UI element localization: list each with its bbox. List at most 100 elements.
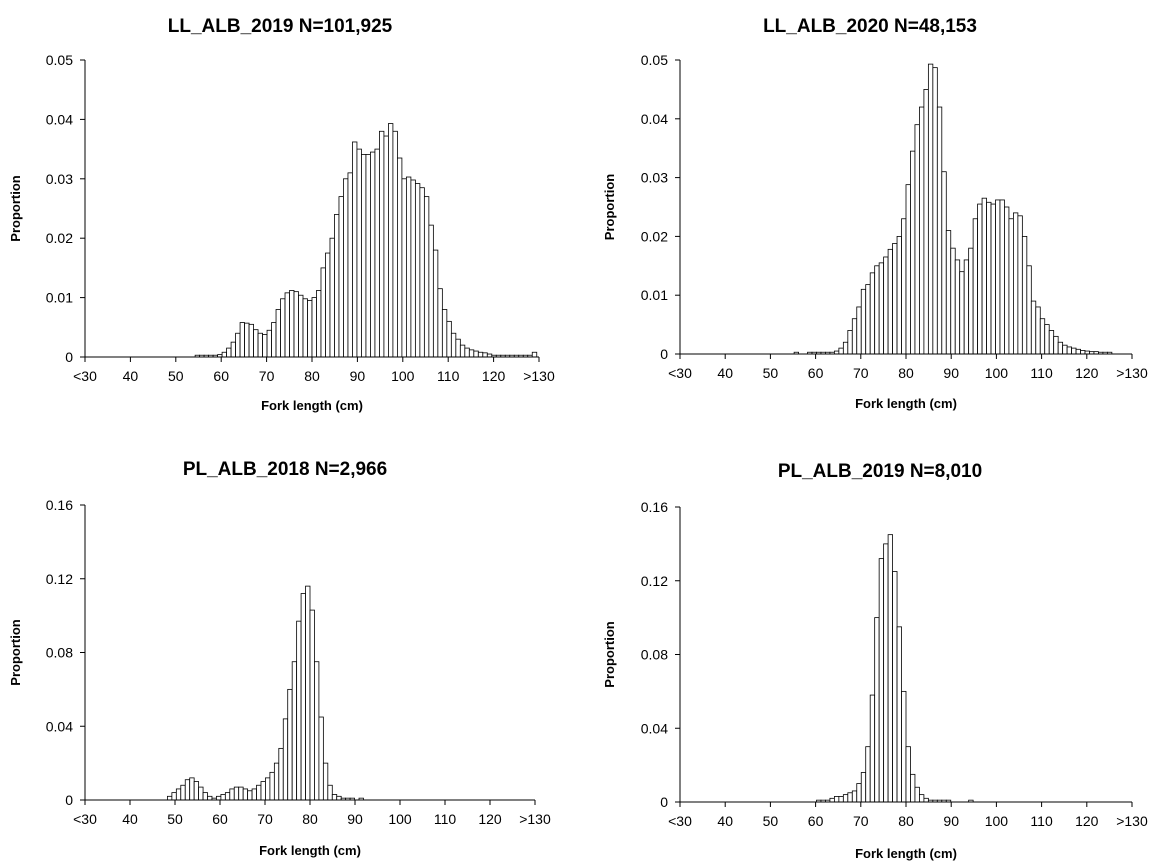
bar xyxy=(1048,330,1055,355)
bar xyxy=(883,256,889,355)
bar xyxy=(343,178,349,358)
bar xyxy=(293,291,299,358)
bar xyxy=(239,322,245,358)
bar xyxy=(865,284,871,355)
bar xyxy=(401,178,407,358)
bar xyxy=(914,124,920,355)
bar xyxy=(318,716,324,801)
x-tick-label: 50 xyxy=(763,365,779,381)
x-tick-label: >130 xyxy=(1116,365,1148,381)
y-tick-label: 0.02 xyxy=(641,228,668,244)
x-tick-label: 70 xyxy=(257,811,273,827)
chart-title: LL_ALB_2019 N=101,925 xyxy=(168,16,393,37)
bar xyxy=(356,148,362,358)
bar xyxy=(388,123,394,358)
bar xyxy=(365,154,371,358)
bar xyxy=(284,292,290,358)
bar xyxy=(833,796,840,803)
bar xyxy=(193,781,200,801)
bar xyxy=(275,309,281,358)
bar xyxy=(230,341,236,358)
bar xyxy=(977,203,983,355)
bar xyxy=(229,788,235,801)
bar xyxy=(905,184,911,355)
bar xyxy=(1080,350,1086,355)
bar xyxy=(336,795,342,801)
bar xyxy=(419,187,425,358)
bar xyxy=(986,201,992,355)
bar xyxy=(878,262,885,355)
bar xyxy=(167,795,173,801)
bar xyxy=(273,762,280,801)
bar xyxy=(450,332,457,358)
y-tick-label: 0.08 xyxy=(641,647,668,663)
bar xyxy=(180,784,186,801)
bar xyxy=(262,334,268,358)
bar xyxy=(905,746,911,803)
bar xyxy=(271,322,277,358)
bar xyxy=(235,332,241,358)
bar xyxy=(896,626,902,803)
y-tick-label: 0.05 xyxy=(46,52,73,68)
bar xyxy=(392,130,398,358)
bar xyxy=(901,690,907,803)
bar xyxy=(892,243,898,355)
x-tick-label: 40 xyxy=(122,811,138,827)
x-tick-label: <30 xyxy=(73,811,97,827)
bar xyxy=(869,694,876,803)
y-tick-label: 0.04 xyxy=(641,720,668,736)
y-axis-label: Proportion xyxy=(8,619,23,685)
bar xyxy=(838,347,844,355)
bar xyxy=(282,718,289,801)
x-tick-label: 40 xyxy=(717,813,733,829)
bar xyxy=(842,341,849,355)
bar xyxy=(459,344,466,358)
bar xyxy=(910,773,916,803)
bar xyxy=(887,534,893,803)
bar xyxy=(910,150,916,355)
bar xyxy=(919,106,925,355)
y-tick-label: 0.16 xyxy=(641,499,668,515)
bar xyxy=(220,794,226,801)
chart-title: LL_ALB_2020 N=48,153 xyxy=(763,16,977,37)
bar xyxy=(878,558,885,803)
x-tick-label: <30 xyxy=(668,365,692,381)
bar xyxy=(171,792,177,801)
y-axis-label: Proportion xyxy=(602,174,617,240)
x-tick-label: 60 xyxy=(808,813,824,829)
bar xyxy=(266,329,272,358)
x-tick-label: 120 xyxy=(482,368,506,384)
bar xyxy=(352,141,358,358)
bar xyxy=(327,784,333,801)
bar xyxy=(851,790,858,803)
x-tick-label: 100 xyxy=(388,811,412,827)
x-tick-label: <30 xyxy=(73,368,97,384)
bar xyxy=(320,267,326,358)
x-tick-label: 50 xyxy=(763,813,779,829)
bar xyxy=(932,67,938,355)
bar xyxy=(226,347,232,358)
x-tick-label: 100 xyxy=(391,368,415,384)
bar xyxy=(316,290,322,358)
x-axis-label: Fork length (cm) xyxy=(259,843,361,858)
x-tick-label: 70 xyxy=(853,813,869,829)
bar xyxy=(1013,212,1019,355)
bar xyxy=(233,786,240,801)
bar xyxy=(207,795,213,801)
bar xyxy=(184,779,191,801)
bar xyxy=(869,272,876,355)
bar xyxy=(473,350,479,358)
bar xyxy=(437,288,443,358)
y-axis-label: Proportion xyxy=(602,621,617,687)
y-tick-label: 0.01 xyxy=(641,287,668,303)
bar xyxy=(856,783,862,803)
x-tick-label: 100 xyxy=(985,365,1009,381)
bar xyxy=(923,89,929,355)
y-tick-label: 0 xyxy=(660,346,668,362)
bar xyxy=(238,786,244,801)
bar xyxy=(428,224,434,358)
x-tick-label: 80 xyxy=(898,813,914,829)
bar xyxy=(945,230,952,355)
bar xyxy=(257,332,263,358)
